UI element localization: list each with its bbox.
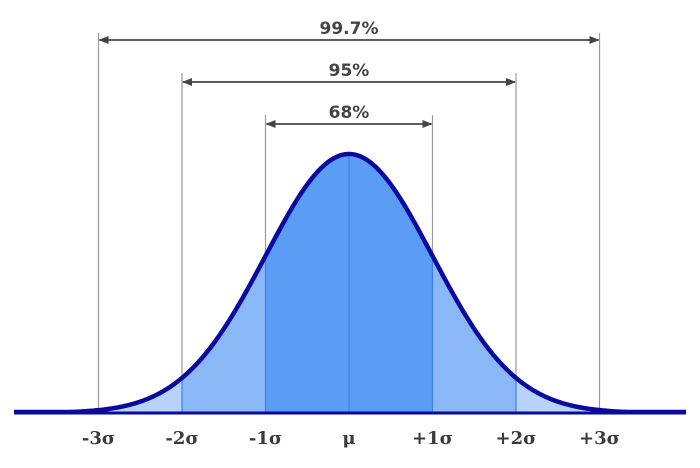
tick-label-5: +2σ	[496, 428, 537, 449]
tick-label-1: -2σ	[165, 428, 198, 449]
tick-label-6: +3σ	[579, 428, 620, 449]
axis-tick-labels: -3σ -2σ -1σ μ +1σ +2σ +3σ	[82, 428, 620, 449]
interval-label-3: 68%	[329, 103, 370, 123]
tick-label-2: -1σ	[249, 428, 282, 449]
curve-layer	[13, 151, 687, 415]
interval-label-2: 95%	[329, 61, 370, 81]
tick-label-0: -3σ	[82, 428, 115, 449]
sigma-guide-lines	[97, 33, 601, 413]
tick-label-4: +1σ	[412, 428, 453, 449]
band-divider-lines	[181, 154, 517, 413]
interval-arrows: 99.7% 95% 68%	[98, 19, 600, 128]
interval-label-1: 99.7%	[320, 19, 379, 39]
bell-curve	[13, 151, 687, 415]
tick-label-3: μ	[342, 428, 355, 449]
